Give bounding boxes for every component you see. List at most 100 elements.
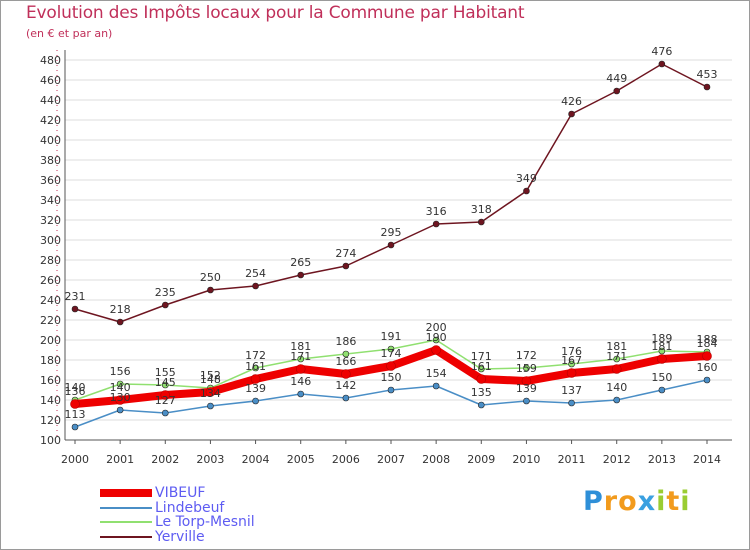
- data-point-yerville: [252, 282, 259, 290]
- data-point-vibeuf: [205, 387, 216, 397]
- data-label-yerville: 231: [65, 290, 86, 303]
- data-point-lindebeuf: [207, 402, 214, 410]
- logo-letter: i: [656, 486, 667, 517]
- data-point-vibeuf: [702, 351, 712, 361]
- data-label-vibeuf: 190: [426, 331, 447, 344]
- x-tick-label: 2011: [558, 453, 586, 466]
- data-label-le-torp-mesnil: 191: [381, 330, 402, 343]
- data-point-lindebeuf: [71, 423, 79, 431]
- data-label-yerville: 254: [245, 267, 266, 280]
- x-tick-label: 2001: [106, 453, 134, 466]
- data-label-vibeuf: 161: [471, 360, 492, 373]
- data-point-vibeuf: [657, 354, 667, 364]
- data-point-lindebeuf: [432, 382, 440, 390]
- data-point-lindebeuf: [116, 406, 124, 414]
- y-tick-label: 440: [40, 94, 61, 107]
- x-tick-label: 2003: [196, 453, 224, 466]
- data-label-lindebeuf: 130: [110, 391, 131, 404]
- data-point-vibeuf: [250, 374, 261, 384]
- data-point-le-torp-mesnil: [342, 350, 350, 358]
- data-label-lindebeuf: 113: [65, 408, 86, 421]
- data-point-le-torp-mesnil: [297, 355, 305, 363]
- data-point-yerville: [703, 83, 711, 91]
- data-label-vibeuf: 184: [697, 337, 718, 350]
- legend-label: Lindebeuf: [155, 500, 225, 516]
- data-label-lindebeuf: 142: [335, 379, 356, 392]
- data-label-lindebeuf: 127: [155, 394, 176, 407]
- data-point-le-torp-mesnil: [252, 364, 259, 372]
- data-label-lindebeuf: 139: [516, 382, 537, 395]
- data-point-lindebeuf: [161, 409, 169, 417]
- data-label-le-torp-mesnil: 186: [335, 335, 356, 348]
- x-tick-label: 2008: [422, 453, 450, 466]
- data-point-le-torp-mesnil: [613, 355, 621, 363]
- data-point-vibeuf: [341, 369, 351, 379]
- data-point-vibeuf: [521, 376, 532, 386]
- y-tick-label: 460: [40, 74, 61, 87]
- data-label-lindebeuf: 137: [561, 384, 582, 397]
- data-point-yerville: [297, 271, 305, 279]
- data-label-yerville: 235: [155, 286, 176, 299]
- logo-letter: t: [666, 486, 681, 517]
- x-tick-label: 2012: [603, 453, 631, 466]
- data-point-vibeuf: [70, 399, 80, 409]
- data-label-yerville: 318: [471, 203, 492, 216]
- legend-swatch: [100, 536, 152, 538]
- logo-letter: x: [637, 486, 657, 517]
- data-label-le-torp-mesnil: 171: [471, 350, 492, 363]
- data-label-lindebeuf: 140: [606, 381, 627, 394]
- chart-subtitle: (en € et par an): [26, 27, 113, 40]
- data-point-lindebeuf: [387, 386, 395, 394]
- data-point-yerville: [387, 241, 395, 249]
- y-tick-label: 200: [40, 334, 61, 347]
- x-tick-label: 2004: [242, 453, 270, 466]
- data-label-lindebeuf: 150: [651, 371, 672, 384]
- data-label-vibeuf: 166: [335, 355, 356, 368]
- y-tick-label: 140: [40, 394, 61, 407]
- data-label-le-torp-mesnil: 172: [516, 349, 537, 362]
- data-label-lindebeuf: 139: [245, 382, 266, 395]
- data-label-vibeuf: 136: [65, 385, 86, 398]
- legend-swatch: [100, 507, 152, 509]
- data-point-le-torp-mesnil: [477, 365, 485, 373]
- data-label-le-torp-mesnil: 152: [200, 369, 221, 382]
- x-tick-label: 2013: [648, 453, 676, 466]
- data-label-lindebeuf: 146: [290, 375, 311, 388]
- y-tick-label: 280: [40, 254, 61, 267]
- data-label-lindebeuf: 134: [200, 387, 221, 400]
- y-tick-label: 160: [40, 374, 61, 387]
- data-point-le-torp-mesnil: [432, 336, 440, 344]
- data-label-le-torp-mesnil: 200: [426, 321, 447, 334]
- chart-title: Evolution des Impôts locaux pour la Comm…: [26, 3, 525, 23]
- data-label-vibeuf: 159: [516, 362, 537, 375]
- series-line-yerville: [74, 63, 708, 323]
- data-point-yerville: [658, 60, 666, 68]
- y-tick-label: 320: [40, 214, 61, 227]
- data-point-yerville: [71, 305, 79, 313]
- legend-label: VIBEUF: [155, 485, 206, 501]
- data-point-vibeuf: [476, 374, 487, 384]
- y-tick-label: 480: [40, 54, 61, 67]
- x-tick-label: 2002: [151, 453, 179, 466]
- data-point-lindebeuf: [342, 394, 350, 402]
- proxiti-logo: Proxiti: [583, 486, 691, 517]
- data-point-lindebeuf: [297, 390, 305, 398]
- legend-label: Le Torp-Mesnil: [155, 514, 255, 530]
- data-label-le-torp-mesnil: 140: [65, 381, 86, 394]
- data-label-yerville: 426: [561, 95, 582, 108]
- y-tick-label: 260: [40, 274, 61, 287]
- data-label-lindebeuf: 160: [697, 361, 718, 374]
- data-label-yerville: 349: [516, 172, 537, 185]
- data-label-le-torp-mesnil: 181: [606, 340, 627, 353]
- data-label-yerville: 250: [200, 271, 221, 284]
- chart-series: [70, 60, 712, 431]
- data-point-vibeuf: [611, 364, 622, 374]
- data-label-vibeuf: 174: [381, 347, 402, 360]
- data-point-yerville: [207, 286, 214, 294]
- legend-swatch: [100, 521, 152, 523]
- data-label-vibeuf: 181: [651, 340, 672, 353]
- data-point-lindebeuf: [477, 401, 485, 409]
- data-label-le-torp-mesnil: 156: [110, 365, 131, 378]
- data-label-vibeuf: 148: [200, 373, 221, 386]
